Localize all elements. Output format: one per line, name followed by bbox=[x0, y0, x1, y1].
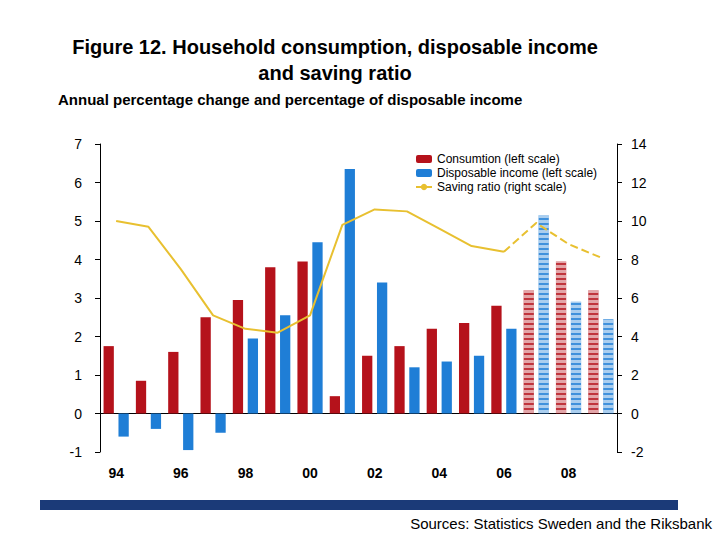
svg-text:12: 12 bbox=[631, 175, 647, 191]
svg-text:-2: -2 bbox=[631, 444, 644, 460]
svg-text:0: 0 bbox=[74, 406, 82, 422]
svg-text:02: 02 bbox=[367, 465, 383, 481]
svg-text:6: 6 bbox=[631, 290, 639, 306]
svg-text:2: 2 bbox=[74, 329, 82, 345]
svg-text:3: 3 bbox=[74, 290, 82, 306]
svg-text:10: 10 bbox=[631, 213, 647, 229]
svg-text:4: 4 bbox=[631, 329, 639, 345]
svg-text:4: 4 bbox=[74, 252, 82, 268]
svg-text:1: 1 bbox=[74, 367, 82, 383]
svg-text:Saving ratio (right scale): Saving ratio (right scale) bbox=[437, 180, 566, 194]
svg-text:0: 0 bbox=[631, 406, 639, 422]
svg-text:08: 08 bbox=[561, 465, 577, 481]
svg-text:94: 94 bbox=[108, 465, 124, 481]
svg-text:00: 00 bbox=[302, 465, 318, 481]
svg-text:06: 06 bbox=[496, 465, 512, 481]
svg-text:8: 8 bbox=[631, 252, 639, 268]
svg-text:Disposable income (left scale): Disposable income (left scale) bbox=[437, 166, 597, 180]
svg-text:04: 04 bbox=[431, 465, 447, 481]
svg-text:5: 5 bbox=[74, 213, 82, 229]
svg-text:2: 2 bbox=[631, 367, 639, 383]
svg-text:96: 96 bbox=[173, 465, 189, 481]
svg-text:98: 98 bbox=[238, 465, 254, 481]
svg-text:6: 6 bbox=[74, 175, 82, 191]
svg-text:-1: -1 bbox=[70, 444, 83, 460]
html-text:Figure 12. Household consumpti: Figure 12. Household consumption, dispos… bbox=[72, 36, 598, 84]
html-text:Annual percentage change and p: Annual percentage change and percentage … bbox=[58, 91, 523, 108]
svg-text:14: 14 bbox=[631, 136, 647, 152]
html-text:Sources: Statistics Sweden and: Sources: Statistics Sweden and the Riksb… bbox=[410, 515, 712, 532]
svg-text:7: 7 bbox=[74, 136, 82, 152]
svg-text:Consumtion (left scale): Consumtion (left scale) bbox=[437, 152, 560, 166]
